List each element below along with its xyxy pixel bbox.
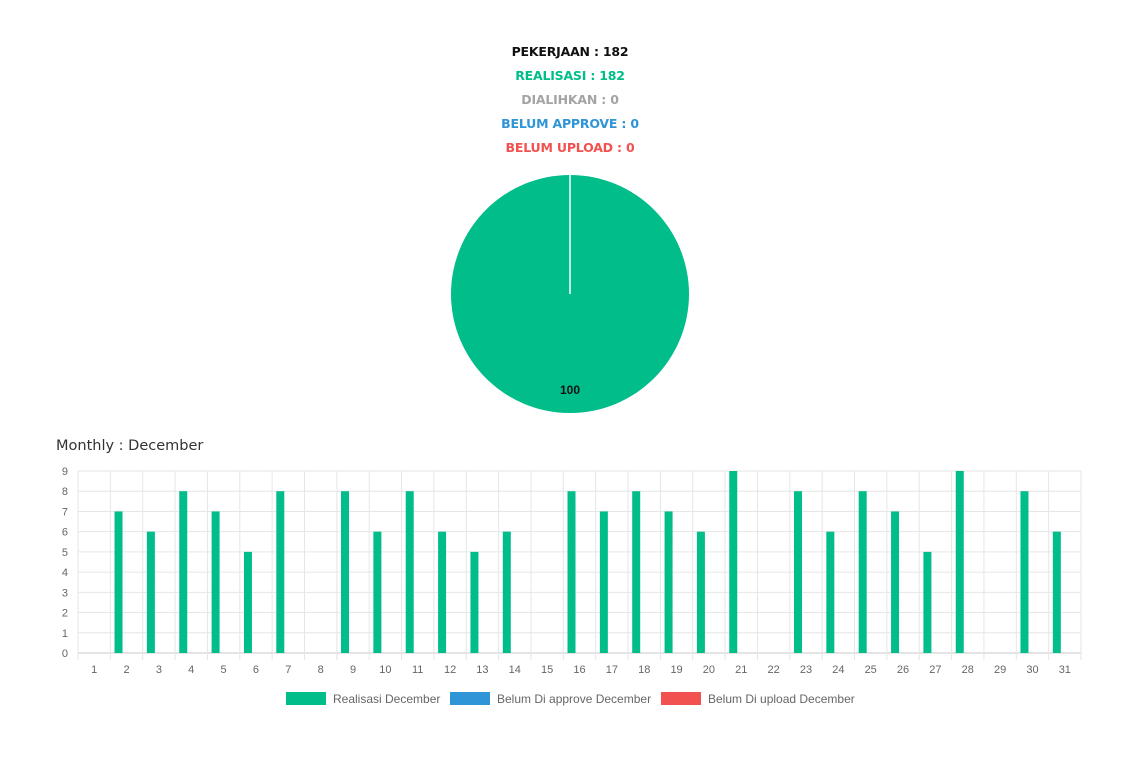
x-tick-label: 3 — [156, 664, 162, 676]
y-tick-label: 3 — [62, 587, 68, 599]
y-tick-label: 8 — [62, 486, 68, 498]
x-tick-label: 11 — [412, 664, 423, 676]
y-tick-label: 5 — [62, 547, 68, 559]
x-tick-label: 26 — [897, 664, 909, 676]
x-tick-label: 1 — [91, 664, 97, 676]
bar-realisasi-december-day-6[interactable] — [243, 551, 252, 653]
y-tick-label: 6 — [62, 527, 68, 539]
y-tick-label: 2 — [62, 608, 68, 620]
pie-data-label: 100 — [560, 383, 580, 397]
legend-label-belum-di-approve-december[interactable]: Belum Di approve December — [497, 692, 651, 706]
bar-realisasi-december-day-20[interactable] — [696, 531, 705, 653]
x-tick-label: 18 — [638, 664, 650, 676]
bar-realisasi-december-day-7[interactable] — [276, 491, 285, 653]
x-tick-label: 12 — [444, 664, 456, 676]
belum-approve-count: BELUM APPROVE : 0 — [501, 116, 639, 131]
bar-realisasi-december-day-25[interactable] — [858, 491, 867, 653]
y-tick-label: 1 — [62, 628, 68, 640]
x-tick-label: 16 — [573, 664, 585, 676]
bar-realisasi-december-day-2[interactable] — [114, 511, 123, 653]
x-tick-label: 7 — [285, 664, 291, 676]
legend-label-realisasi-december[interactable]: Realisasi December — [333, 692, 440, 706]
y-tick-label: 4 — [62, 567, 68, 579]
bar-realisasi-december-day-30[interactable] — [1020, 491, 1029, 653]
pie-chart: 100 — [451, 175, 689, 413]
bar-realisasi-december-day-5[interactable] — [211, 511, 220, 653]
x-tick-label: 27 — [929, 664, 941, 676]
x-tick-label: 15 — [541, 664, 553, 676]
x-tick-label: 24 — [832, 664, 844, 676]
y-tick-label: 7 — [62, 506, 68, 518]
legend-swatch-realisasi-december[interactable] — [286, 692, 326, 705]
x-tick-label: 17 — [606, 664, 618, 676]
x-tick-label: 8 — [318, 664, 324, 676]
x-tick-label: 31 — [1059, 664, 1071, 676]
x-tick-label: 30 — [1026, 664, 1038, 676]
x-tick-label: 14 — [509, 664, 521, 676]
bar-realisasi-december-day-17[interactable] — [599, 511, 608, 653]
bar-realisasi-december-day-4[interactable] — [179, 491, 188, 653]
y-tick-label: 9 — [62, 466, 68, 478]
x-tick-label: 2 — [123, 664, 129, 676]
bar-realisasi-december-day-13[interactable] — [470, 551, 479, 653]
bar-realisasi-december-day-3[interactable] — [146, 531, 155, 653]
legend-label-belum-di-upload-december[interactable]: Belum Di upload December — [708, 692, 855, 706]
bar-realisasi-december-day-14[interactable] — [502, 531, 511, 653]
x-tick-label: 21 — [735, 664, 747, 676]
bar-chart-legend[interactable]: Realisasi December Belum Di approve Decem… — [286, 692, 855, 706]
bar-chart-bars — [114, 471, 1061, 653]
dialihkan-count: DIALIHKAN : 0 — [521, 92, 619, 107]
x-tick-label: 9 — [350, 664, 356, 676]
x-tick-label: 6 — [253, 664, 259, 676]
x-tick-label: 4 — [188, 664, 194, 676]
bar-realisasi-december-day-10[interactable] — [373, 531, 382, 653]
bar-realisasi-december-day-18[interactable] — [632, 491, 641, 653]
x-tick-label: 13 — [476, 664, 488, 676]
bar-realisasi-december-day-27[interactable] — [923, 551, 932, 653]
bar-realisasi-december-day-26[interactable] — [891, 511, 900, 653]
x-tick-label: 29 — [994, 664, 1006, 676]
legend-swatch-belum-di-approve-december[interactable] — [450, 692, 490, 705]
legend-swatch-belum-di-upload-december[interactable] — [661, 692, 701, 705]
x-tick-label: 28 — [962, 664, 974, 676]
y-tick-label: 0 — [62, 648, 68, 660]
bar-realisasi-december-day-24[interactable] — [826, 531, 835, 653]
bar-realisasi-december-day-12[interactable] — [438, 531, 447, 653]
bar-realisasi-december-day-31[interactable] — [1052, 531, 1061, 653]
pekerjaan-count: PEKERJAAN : 182 — [511, 44, 629, 59]
bar-realisasi-december-day-19[interactable] — [664, 511, 673, 653]
bar-realisasi-december-day-28[interactable] — [955, 471, 964, 653]
x-tick-label: 20 — [703, 664, 715, 676]
x-tick-label: 23 — [800, 664, 812, 676]
monthly-title: Monthly : December — [56, 438, 204, 454]
x-tick-label: 19 — [670, 664, 682, 676]
bar-realisasi-december-day-9[interactable] — [341, 491, 350, 653]
summary-stats: PEKERJAAN : 182 REALISASI : 182 DIALIHKA… — [0, 42, 1140, 162]
bar-realisasi-december-day-11[interactable] — [405, 491, 414, 653]
x-tick-label: 22 — [768, 664, 780, 676]
x-tick-label: 25 — [865, 664, 877, 676]
belum-upload-count: BELUM UPLOAD : 0 — [505, 140, 635, 155]
x-tick-label: 10 — [379, 664, 391, 676]
realisasi-count: REALISASI : 182 — [515, 68, 625, 83]
bar-realisasi-december-day-23[interactable] — [793, 491, 802, 653]
bar-realisasi-december-day-16[interactable] — [567, 491, 576, 653]
x-tick-label: 5 — [221, 664, 227, 676]
bar-realisasi-december-day-21[interactable] — [729, 471, 738, 653]
